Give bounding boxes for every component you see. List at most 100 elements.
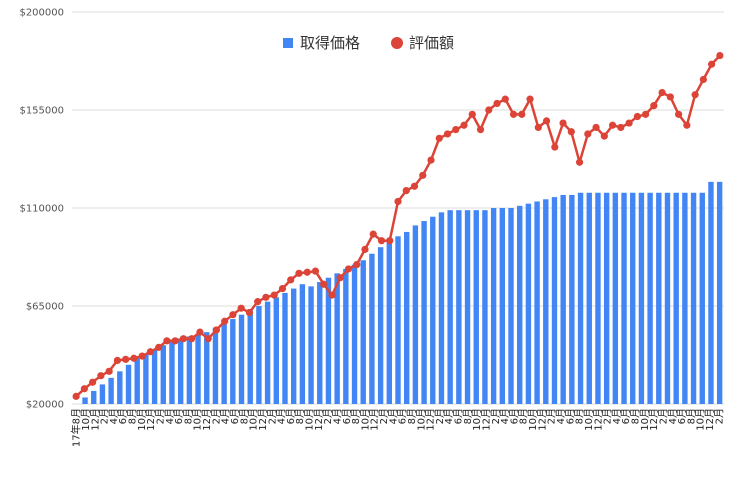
x-axis: 17年8月10月12月2月4月6月8月10月12月2月4月6月8月10月12月2… — [70, 408, 726, 447]
line-point — [361, 245, 369, 253]
bar — [560, 194, 566, 404]
x-tick-label: 4月 — [164, 408, 176, 424]
line-point — [592, 123, 600, 132]
bar — [517, 205, 523, 404]
line-point — [155, 343, 163, 351]
y-axis: $20000 $65000 $110000 $155000 $200000 — [19, 8, 64, 411]
bar — [308, 286, 314, 404]
bar — [403, 231, 410, 404]
bar — [543, 199, 549, 404]
x-tick-label: 6月 — [676, 408, 688, 424]
bar — [169, 340, 175, 404]
x-tick-label: 10月 — [80, 408, 92, 431]
bar — [656, 192, 662, 404]
x-tick-label: 8月 — [127, 408, 139, 424]
bar — [421, 221, 427, 404]
bar — [369, 253, 375, 404]
bar — [99, 384, 106, 404]
x-tick-label: 8月 — [238, 408, 250, 424]
line-point — [476, 126, 485, 134]
x-tick-label: 10月 — [192, 408, 204, 431]
line-point — [493, 99, 501, 108]
line-point — [344, 265, 353, 273]
bar — [177, 338, 184, 404]
line-point — [229, 311, 237, 319]
line-point — [716, 51, 724, 60]
x-tick-label: 6月 — [620, 408, 632, 424]
x-tick-label: 10月 — [248, 408, 260, 431]
x-tick-label: 10月 — [304, 408, 316, 431]
x-tick-label: 10月 — [527, 408, 539, 431]
x-tick-label: 12月 — [704, 408, 716, 431]
x-tick-label: 8月 — [406, 408, 418, 424]
x-tick-label: 6月 — [397, 408, 409, 424]
line-point — [518, 110, 526, 118]
line-point — [650, 102, 658, 110]
x-tick-label: 4月 — [108, 408, 120, 424]
bar — [456, 210, 462, 404]
line-point — [443, 130, 452, 138]
x-tick-label: 12月 — [648, 408, 660, 431]
bar — [586, 192, 592, 404]
bar — [351, 264, 358, 404]
x-tick-label: 2月 — [602, 408, 614, 424]
bar — [299, 284, 306, 404]
line-point — [435, 134, 443, 142]
x-tick-label: 2月 — [546, 408, 558, 424]
bar — [577, 192, 584, 404]
x-tick-label: 12月 — [257, 408, 269, 431]
line-point — [130, 354, 138, 362]
bar — [108, 377, 114, 404]
x-tick-label: 2月 — [378, 408, 390, 424]
y-tick-label: $200000 — [19, 8, 64, 19]
legend-label-valuation: 評価額 — [409, 34, 454, 52]
line-point — [212, 326, 221, 334]
line-point — [534, 123, 542, 132]
x-tick-label: 12月 — [536, 408, 548, 431]
x-tick-label: 6月 — [564, 408, 576, 424]
bar — [490, 208, 497, 404]
bar — [690, 192, 697, 404]
x-tick-label: 4月 — [387, 408, 399, 424]
line-point — [641, 110, 650, 118]
x-tick-label: 2月 — [155, 408, 167, 424]
bar — [247, 310, 253, 404]
line-point — [452, 126, 460, 134]
bar — [221, 323, 227, 404]
line-point — [320, 280, 328, 288]
line-point — [353, 261, 361, 269]
line-point — [270, 291, 278, 299]
bar — [395, 236, 401, 404]
x-tick-label: 12月 — [481, 408, 493, 431]
line-point — [427, 156, 435, 164]
bar — [525, 203, 532, 404]
bar — [473, 210, 479, 404]
line-point — [708, 60, 716, 68]
line-point — [394, 197, 402, 206]
x-tick-label: 6月 — [117, 408, 129, 424]
bar — [612, 192, 619, 404]
x-tick-label: 2月 — [322, 408, 334, 424]
line-point — [89, 378, 97, 386]
bar — [212, 327, 219, 404]
line-point — [328, 291, 336, 299]
bar — [125, 364, 132, 404]
line-point — [179, 335, 188, 343]
line-point — [171, 337, 179, 345]
x-tick-label: 12月 — [313, 408, 325, 431]
x-tick-label: 10月 — [359, 408, 371, 431]
line-point — [617, 123, 625, 132]
x-tick-label: 8月 — [518, 408, 530, 424]
line-point — [221, 317, 229, 325]
line-point — [575, 158, 584, 166]
line-point — [287, 276, 295, 284]
line-point — [311, 267, 320, 275]
line-point — [72, 392, 80, 400]
x-tick-label: 2月 — [713, 408, 725, 424]
legend-line-swatch — [391, 37, 403, 49]
bar — [195, 334, 201, 404]
bar — [273, 297, 279, 404]
bar — [708, 181, 714, 404]
line-point — [625, 119, 633, 127]
